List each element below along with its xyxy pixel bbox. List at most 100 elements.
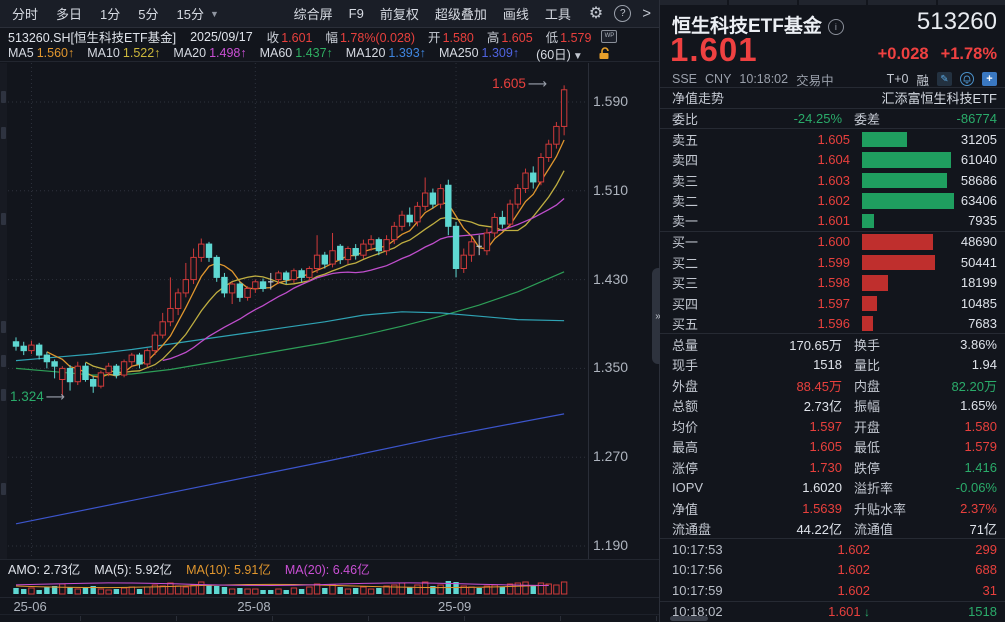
toolbar-menu-0[interactable]: 综合屏 (293, 7, 333, 22)
quote-panel-tab-strip (660, 0, 1005, 5)
stat-value: 1.605 (809, 439, 842, 455)
stat-value: 1.597 (809, 418, 842, 434)
triangle-down-icon: ▼ (572, 50, 583, 62)
edit-icon[interactable]: ✎ (937, 72, 952, 86)
ma-label: MA10 (87, 46, 120, 60)
volume-pane[interactable] (0, 576, 659, 596)
buy-level-price[interactable]: 1.598 (817, 275, 850, 291)
stat-row-1: 现手 1518 量比 1.94 (660, 355, 1005, 376)
info-field-3: 高 1.605 (487, 27, 533, 46)
info-field-label: 低 (545, 31, 559, 45)
edge-box (1, 127, 6, 139)
stat-label: 升贴水率 (854, 501, 907, 517)
toolbar-menu-2[interactable]: 前复权 (379, 7, 419, 22)
info-field-value: 1.605 (501, 31, 533, 45)
info-icon[interactable]: i (827, 19, 844, 35)
tick-price: 1.601 ↓ (828, 603, 870, 619)
tick-price: 1.602 (837, 582, 870, 598)
ma-label: MA250 (438, 46, 479, 60)
buy-level-price[interactable]: 1.596 (817, 315, 850, 331)
buy-level-price[interactable]: 1.599 (817, 254, 850, 270)
quote-subheader: SSE CNY 10:18:02 交易中 T+0 融 ✎ + (672, 71, 997, 88)
sell-level-price[interactable]: 1.601 (817, 213, 850, 229)
ma-item-5: MA250 1.309↑ (439, 46, 519, 60)
sell-level-volume: 7935 (968, 213, 997, 229)
stat-value: 1.65% (960, 398, 997, 414)
buy-level-name: 买二 (672, 255, 699, 271)
period-selector[interactable]: (60日) ▼ (536, 47, 583, 62)
tick-volume: 31 (982, 582, 997, 598)
stat-row-5: 最高 1.605 最低 1.579 (660, 437, 1005, 458)
help-icon[interactable]: ? (614, 5, 632, 22)
quote-rows: 净值走势 汇添富恒生科技ETF 委比 -24.25% 委差 -86774 卖五 1.605 31… (660, 88, 1005, 622)
buy-volume-bar (862, 275, 889, 291)
sell-level-price[interactable]: 1.602 (817, 193, 850, 209)
bottom-scroll-strip[interactable] (0, 614, 659, 622)
buy-level-price[interactable]: 1.600 (817, 234, 850, 250)
amo-item-2: MA(10): 5.91亿 (186, 562, 271, 577)
alert-bell-icon[interactable] (960, 72, 974, 86)
ma-item-1: MA10 1.522↑ (87, 46, 160, 60)
buy-volume-bar (862, 234, 933, 250)
toolbar-tab-1[interactable]: 多日 (56, 7, 83, 22)
buy-level-volume-zone: 50441 (862, 252, 997, 273)
info-field-label: 幅 (325, 31, 338, 45)
stat-value: 82.20万 (951, 378, 997, 394)
settings-icon[interactable]: ⚙ (588, 4, 604, 22)
stat-label: 跌停 (854, 460, 881, 476)
nav-label: 净值走势 (672, 91, 725, 107)
add-icon[interactable]: + (982, 72, 997, 86)
sell-volume-bar (862, 172, 948, 188)
left-edge-strip (0, 63, 7, 559)
sell-level-price[interactable]: 1.604 (817, 152, 850, 168)
toolbar-menu-3[interactable]: 超级叠加 (434, 7, 487, 22)
amo-ma10-line (15, 583, 549, 589)
weibi-label: 委比 (672, 111, 699, 127)
period-dropdown-caret-icon[interactable]: ▼ (209, 8, 219, 19)
t0-badge: T+0 (886, 72, 909, 86)
ma-label: MA120 (345, 46, 386, 60)
sell-level-price[interactable]: 1.605 (817, 131, 850, 147)
quote-panel: 恒生科技ETF基金 i 513260 1.601 +0.028 +1.78% SS… (660, 0, 1005, 622)
info-field-value: 1.579 (560, 31, 592, 45)
wp-monitor-icon[interactable]: WP (601, 30, 618, 43)
buy-level-volume: 10485 (960, 295, 997, 311)
fund-full-name[interactable]: 汇添富恒生科技ETF (881, 91, 997, 107)
ma-legend-bar: MA5 1.560↑ MA10 1.522↑ MA20 1.498↑ MA60 1.437↑ M… (0, 45, 659, 62)
ma-value: 1.498↑ (209, 46, 247, 60)
buy-level-volume: 50441 (960, 254, 997, 270)
edge-box (1, 91, 6, 103)
tick-volume: 1518 (968, 603, 997, 619)
stat-value: 1.416 (964, 459, 997, 475)
toolbar-tab-3[interactable]: 5分 (138, 7, 159, 22)
unlock-icon[interactable] (598, 46, 610, 60)
buy-level-price[interactable]: 1.597 (817, 295, 850, 311)
toolbar-menu-5[interactable]: 工具 (544, 7, 571, 22)
sell-volume-bar (862, 213, 874, 228)
stat-value: 2.73亿 (803, 399, 842, 415)
y-tick-label-1: 1.510 (593, 181, 629, 198)
stat-label: 内盘 (854, 378, 881, 394)
info-field-4: 低 1.579 (546, 27, 592, 46)
chevron-right-icon[interactable]: > (642, 5, 651, 22)
toolbar-tab-4[interactable]: 15分 (176, 7, 204, 22)
toolbar-menu-1[interactable]: F9 (348, 6, 364, 21)
weicha-label: 委差 (854, 111, 881, 127)
sell-level-price[interactable]: 1.603 (817, 172, 850, 188)
tick-volume: 299 (975, 541, 997, 557)
x-axis: 25-06 25-08 25-09 (0, 597, 659, 615)
candlestick-chart[interactable]: 1.590 1.510 1.430 1.350 1.270 1.190 1.605 ⟶ 1.3… (0, 63, 659, 559)
ma-value: 1.437↑ (295, 46, 333, 60)
toolbar-tab-2[interactable]: 1分 (100, 7, 121, 22)
chart-panel: 分时 多日 1分 5分 15分 ▼ 综合屏 F9 前复权 超级叠加 画线 工具 ⚙ ? > 513… (0, 0, 659, 622)
annotation-arrow-icon: ⟶ (527, 76, 548, 92)
quote-scrollbar-thumb[interactable] (670, 616, 708, 621)
strip-tick (176, 616, 177, 621)
info-field-value: 1.601 (281, 31, 313, 45)
sell-volume-bar (862, 131, 908, 147)
toolbar-menu-4[interactable]: 画线 (502, 7, 529, 22)
ma-label: MA60 (259, 46, 293, 60)
stat-label: 流通值 (854, 521, 894, 537)
toolbar-tab-0[interactable]: 分时 (12, 7, 39, 22)
